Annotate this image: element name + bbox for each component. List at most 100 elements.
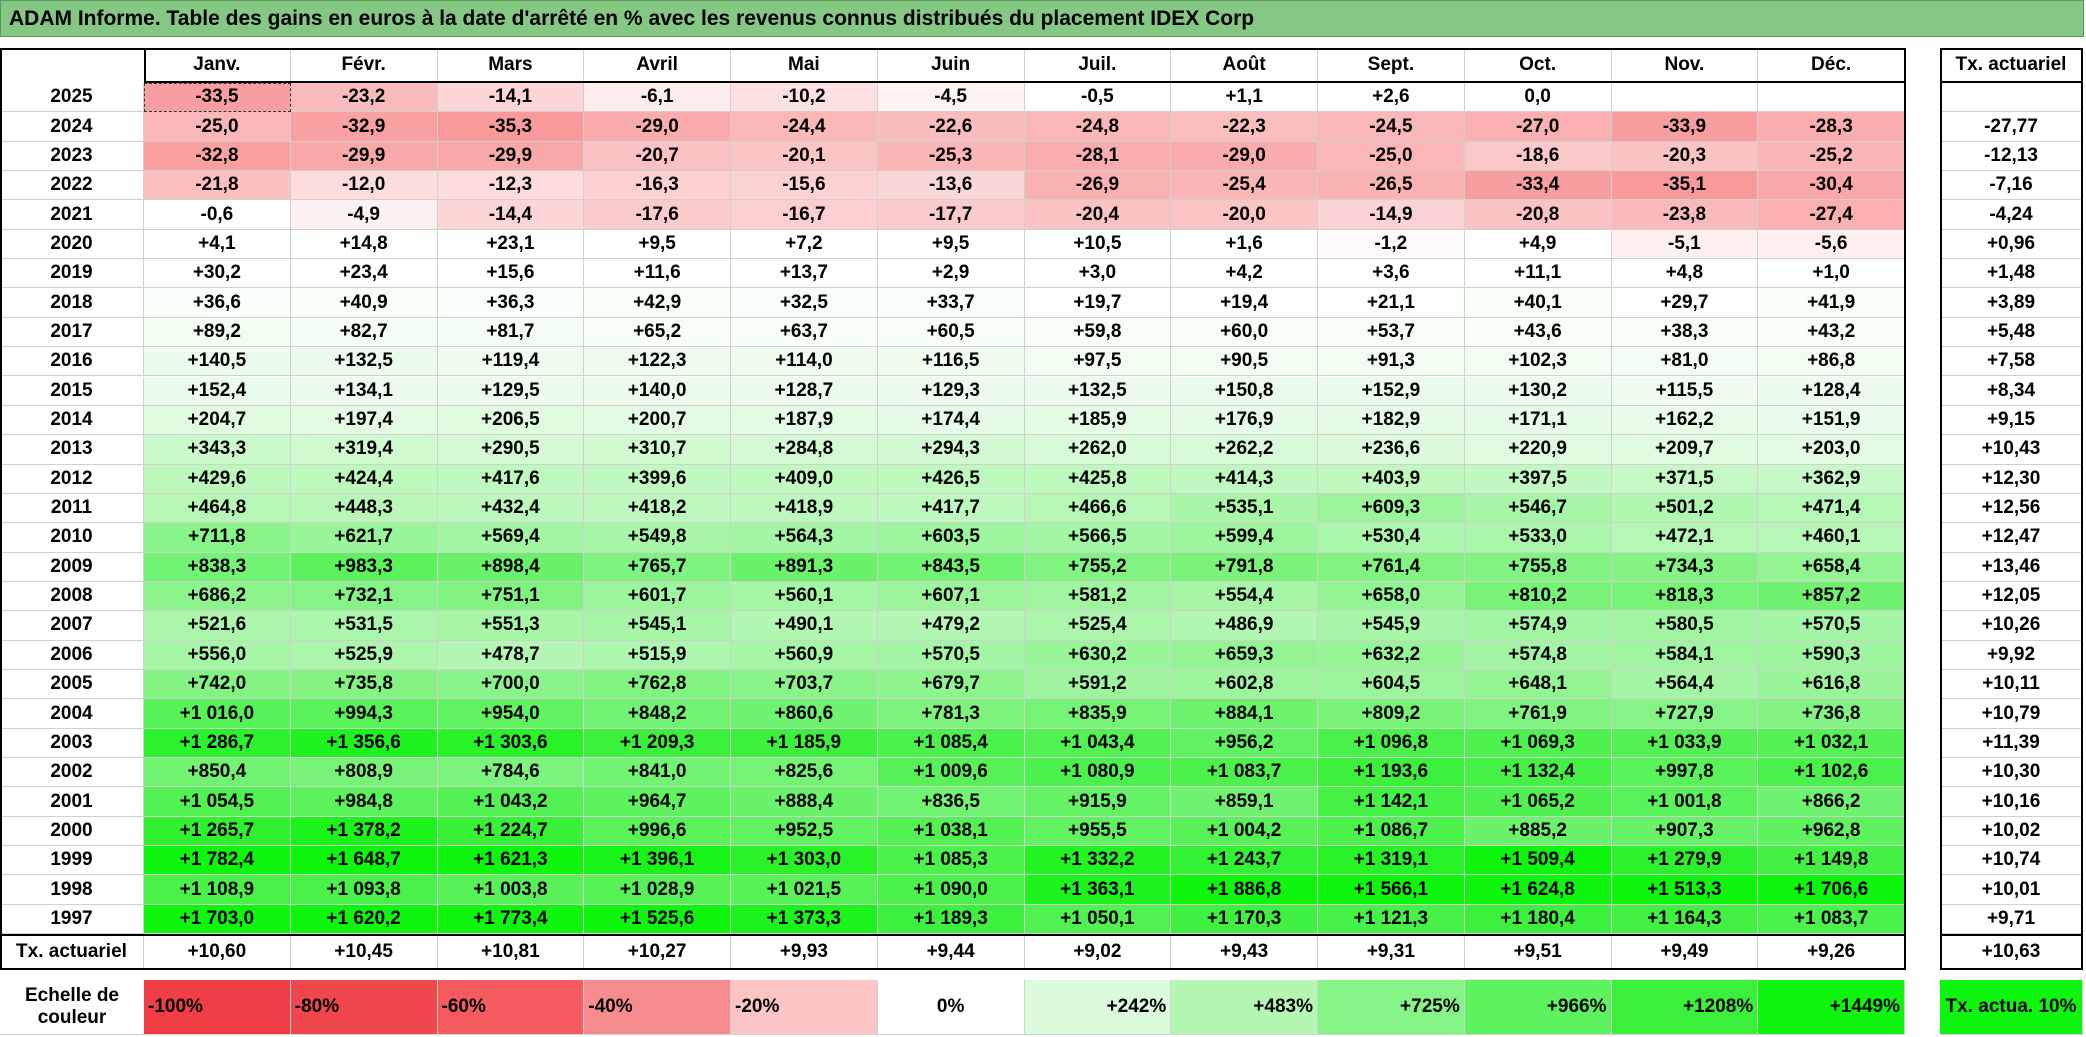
value-cell: +703,7 [731,670,878,700]
value-cell: -29,9 [437,141,585,172]
month-header: Juil. [1024,48,1172,83]
value-cell: +409,0 [731,464,878,494]
value-cell: +964,7 [584,787,731,817]
value-cell: +1 043,4 [1024,728,1172,759]
value-cell: -35,3 [437,112,585,142]
value-cell: +425,8 [1024,464,1172,494]
value-cell: +848,2 [584,699,731,729]
footer-cell: +9,93 [731,934,878,971]
value-cell: -32,8 [144,141,291,172]
value-cell: +521,6 [144,611,291,641]
tx-cell [1940,83,2083,113]
value-cell: +403,9 [1318,464,1465,494]
month-header: Févr. [290,48,438,83]
value-cell: -20,8 [1464,200,1612,230]
value-cell: +171,1 [1464,405,1612,436]
month-header: Juin [877,48,1025,83]
value-cell: +362,9 [1758,464,1905,494]
scale-step: -100% [144,980,291,1035]
value-cell: -14,1 [437,83,585,113]
title: ADAM Informe. Table des gains en euros à… [0,0,2084,37]
value-cell: +129,5 [437,376,585,406]
value-cell: +1 083,7 [1758,904,1905,935]
value-cell: +533,0 [1464,523,1612,553]
value-cell: +203,0 [1758,435,1905,465]
value-cell: +81,0 [1611,347,1759,377]
value-cell: +60,0 [1171,317,1318,348]
value-cell: +1 319,1 [1318,846,1465,876]
value-cell: -1,2 [1318,229,1465,260]
value-cell: +604,5 [1318,670,1465,700]
value-cell: -16,3 [584,171,731,201]
month-header: Mars [437,48,585,83]
value-cell: -20,4 [1024,200,1172,230]
value-cell: +418,2 [584,493,731,524]
value-cell: +197,4 [290,405,438,436]
value-cell: +460,1 [1758,523,1905,553]
value-cell: +545,9 [1318,611,1465,641]
value-cell: +1 001,8 [1611,787,1759,817]
value-cell: +132,5 [290,347,438,377]
value-cell: -27,4 [1758,200,1905,230]
scale-step: +1449% [1758,980,1905,1035]
value-cell: +132,5 [1024,376,1172,406]
value-cell: +984,8 [290,787,438,817]
value-cell: +130,2 [1464,376,1612,406]
value-cell: +204,7 [144,405,291,436]
value-cell: +1 102,6 [1758,758,1905,788]
value-cell: -32,9 [290,112,438,142]
value-cell: +97,5 [1024,347,1172,377]
value-cell: +1 050,1 [1024,904,1172,935]
value-cell: -5,6 [1758,229,1905,260]
value-cell: +200,7 [584,405,731,436]
footer-cell: +10,81 [437,934,585,971]
scale-step: -20% [731,980,878,1035]
value-cell: +29,7 [1611,288,1759,318]
value-cell: -25,2 [1758,141,1905,172]
value-cell: +11,1 [1464,259,1612,289]
value-cell: +82,7 [290,317,438,348]
value-cell: +1 279,9 [1611,846,1759,876]
value-cell: +1,0 [1758,259,1905,289]
value-cell: +424,4 [290,464,438,494]
value-cell: +466,6 [1024,493,1172,524]
value-cell: +479,2 [877,611,1025,641]
scale-step: -60% [437,980,585,1035]
month-header: Avril [584,48,731,83]
value-cell: +343,3 [144,435,291,465]
value-cell: +1 513,3 [1611,875,1759,905]
value-cell: -25,3 [877,141,1025,172]
year-label: 2006 [0,640,144,670]
value-cell: +128,7 [731,376,878,406]
value-cell: +9,5 [877,229,1025,260]
value-cell: +4,2 [1171,259,1318,289]
value-cell: +560,9 [731,640,878,670]
value-cell: +151,9 [1758,405,1905,436]
value-cell: -33,9 [1611,112,1759,142]
value-cell: +711,8 [144,523,291,553]
value-cell: +187,9 [731,405,878,436]
value-cell: +262,0 [1024,435,1172,465]
value-cell: +3,6 [1318,259,1465,289]
value-cell: -14,4 [437,200,585,230]
value-cell: +1 032,1 [1758,728,1905,759]
value-cell: -24,8 [1024,112,1172,142]
value-cell: +152,4 [144,376,291,406]
value-cell: +86,8 [1758,347,1905,377]
tx-cell: +10,79 [1940,699,2083,729]
value-cell: +898,4 [437,552,585,582]
value-cell: +1 185,9 [731,728,878,759]
value-cell: -25,0 [1318,141,1465,172]
year-label: 2014 [0,405,144,436]
value-cell: +1 085,3 [877,846,1025,876]
year-label: 2005 [0,670,144,700]
value-cell: +1 243,7 [1171,846,1318,876]
value-cell: +818,3 [1611,581,1759,612]
value-cell: +809,2 [1318,699,1465,729]
value-cell: +584,1 [1611,640,1759,670]
value-cell: +732,1 [290,581,438,612]
value-cell: -20,1 [731,141,878,172]
value-cell: -4,9 [290,200,438,230]
year-label: 2018 [0,288,144,318]
footer-cell: +10,60 [144,934,291,971]
